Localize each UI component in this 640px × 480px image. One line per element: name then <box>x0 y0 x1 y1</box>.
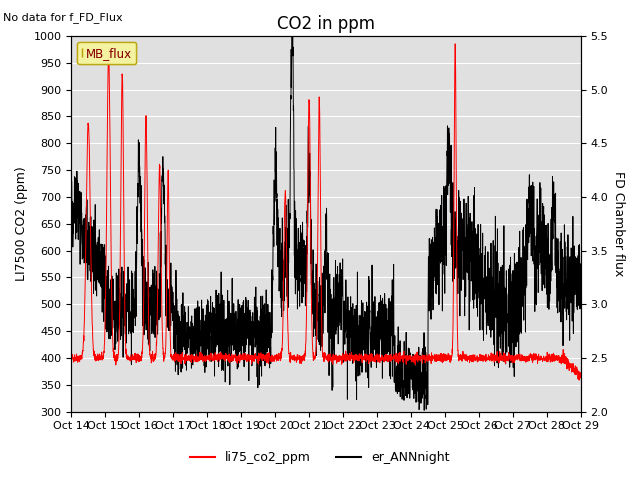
Title: CO2 in ppm: CO2 in ppm <box>277 15 375 33</box>
Legend: MB_flux: MB_flux <box>77 42 136 64</box>
Text: No data for f_FD_Flux: No data for f_FD_Flux <box>3 12 123 23</box>
Y-axis label: FD Chamber flux: FD Chamber flux <box>612 171 625 276</box>
Legend: li75_co2_ppm, er_ANNnight: li75_co2_ppm, er_ANNnight <box>186 446 454 469</box>
Y-axis label: LI7500 CO2 (ppm): LI7500 CO2 (ppm) <box>15 167 28 281</box>
